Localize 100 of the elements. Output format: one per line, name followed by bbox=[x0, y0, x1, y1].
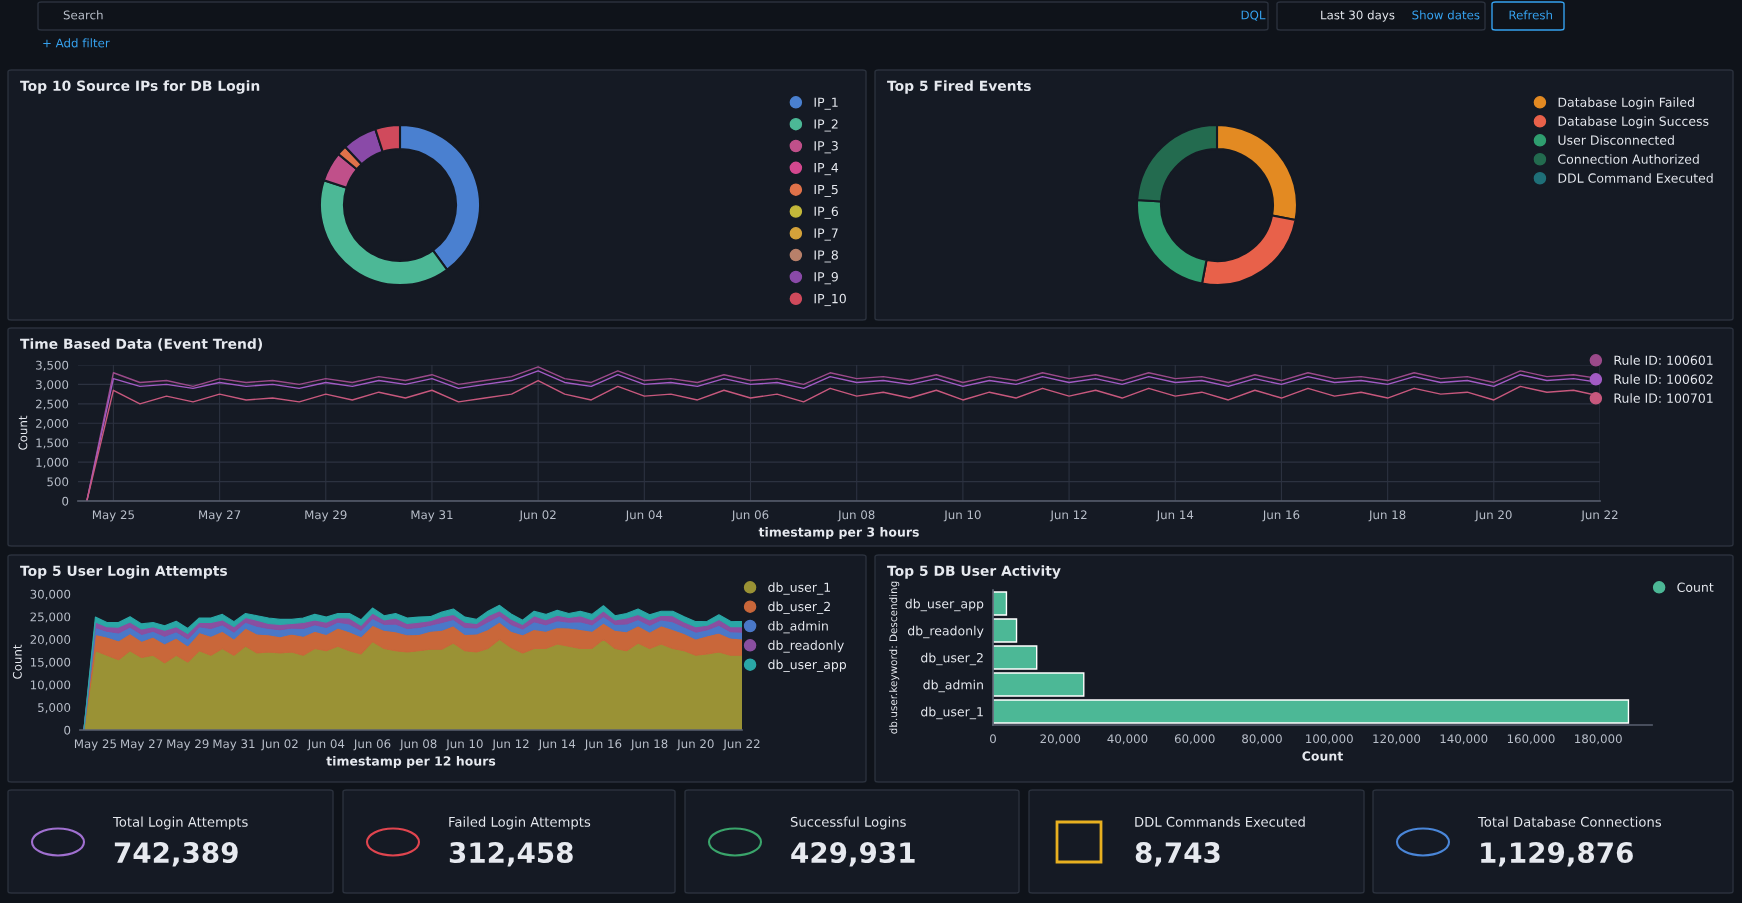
x-tick-label: Jun 02 bbox=[260, 739, 298, 751]
x-tick-label: May 25 bbox=[74, 739, 116, 751]
legend-label: IP_7 bbox=[814, 228, 838, 241]
x-axis-title: timestamp per 12 hours bbox=[326, 756, 496, 769]
x-tick-label: 120,000 bbox=[1373, 734, 1421, 745]
y-tick-label: db_user_1 bbox=[921, 706, 983, 720]
legend-label: db_user_app bbox=[768, 659, 847, 672]
x-tick-label: Jun 14 bbox=[1156, 510, 1194, 522]
y-tick-label: 0 bbox=[62, 496, 69, 506]
x-tick-label: May 29 bbox=[305, 510, 347, 522]
legend-label: Rule ID: 100701 bbox=[1614, 393, 1713, 403]
x-tick-label: 160,000 bbox=[1507, 734, 1555, 745]
x-tick-label: 20,000 bbox=[1040, 734, 1081, 745]
y-tick-label: 0 bbox=[64, 725, 71, 735]
legend-label: IP_9 bbox=[814, 272, 838, 285]
legend-label: IP_8 bbox=[814, 250, 838, 263]
y-tick-label: 10,000 bbox=[30, 680, 71, 691]
x-tick-label: Jun 18 bbox=[630, 739, 668, 751]
x-tick-label: Jun 04 bbox=[625, 510, 663, 522]
legend-label: Database Login Success bbox=[1558, 116, 1709, 129]
legend-label: db_admin bbox=[768, 620, 828, 634]
x-tick-label: May 31 bbox=[411, 510, 453, 522]
text: Successful Logins bbox=[790, 816, 906, 830]
x-axis-title: Count bbox=[1302, 751, 1343, 761]
x-tick-label: Jun 04 bbox=[307, 739, 345, 751]
series-label: Rule ID: 100602 bbox=[1614, 374, 1713, 384]
y-tick-label: db_readonly bbox=[907, 625, 984, 639]
x-tick-label: Jun 12 bbox=[491, 739, 529, 751]
x-tick-label: Jun 20 bbox=[1474, 510, 1512, 522]
text: DQL bbox=[1241, 10, 1266, 21]
y-axis-title: Count bbox=[12, 644, 22, 679]
chart-title: Top 5 User Login Attempts bbox=[20, 565, 228, 579]
x-tick-label: 0 bbox=[990, 734, 996, 744]
x-tick-label: Jun 06 bbox=[731, 510, 769, 522]
x-tick-label: May 27 bbox=[199, 510, 241, 522]
y-tick-label: 15,000 bbox=[30, 657, 71, 668]
y-tick-label: 3,500 bbox=[36, 360, 69, 371]
x-tick-label: May 25 bbox=[92, 510, 134, 522]
x-tick-label: Jun 10 bbox=[445, 739, 483, 751]
x-tick-label: Jun 10 bbox=[943, 510, 981, 522]
x-tick-label: Jun 16 bbox=[584, 739, 622, 751]
x-tick-label: 100,000 bbox=[1306, 734, 1353, 745]
x-tick-label: May 31 bbox=[213, 739, 255, 751]
x-tick-label: Jun 16 bbox=[1262, 510, 1300, 522]
x-tick-label: Jun 20 bbox=[676, 739, 714, 751]
legend-label: IP_6 bbox=[814, 206, 839, 219]
x-tick-label: Jun 22 bbox=[1580, 510, 1618, 522]
legend-label: Database Login Failed bbox=[1558, 97, 1694, 110]
x-tick-label: 140,000 bbox=[1440, 734, 1488, 745]
text: 8,743 bbox=[1135, 842, 1220, 867]
text: 1,129,876 bbox=[1481, 842, 1633, 867]
legend-label: IP_4 bbox=[814, 163, 839, 176]
bar bbox=[993, 618, 1018, 643]
y-tick-label: db_user_2 bbox=[921, 652, 983, 666]
y-tick-label: 5,000 bbox=[38, 703, 71, 714]
bar bbox=[993, 591, 1008, 616]
text: Total Database Connections bbox=[1477, 816, 1662, 827]
x-tick-label: 60,000 bbox=[1174, 734, 1215, 745]
text: 312,458 bbox=[449, 842, 573, 867]
legend-label: IP_1 bbox=[814, 97, 838, 110]
text: Refresh bbox=[1509, 10, 1552, 20]
legend-label: User Disconnected bbox=[1558, 135, 1674, 145]
y-tick-label: db_admin bbox=[923, 679, 983, 693]
y-tick-label: 3,000 bbox=[36, 380, 69, 391]
y-tick-label: 20,000 bbox=[30, 635, 71, 646]
x-tick-label: Jun 12 bbox=[1049, 510, 1087, 522]
legend-label: db_user_2 bbox=[768, 601, 830, 615]
bar bbox=[993, 672, 1085, 697]
x-tick-label: May 29 bbox=[167, 739, 209, 751]
text: Search bbox=[63, 10, 103, 20]
x-tick-label: Jun 08 bbox=[837, 510, 875, 522]
x-tick-label: Jun 22 bbox=[722, 739, 760, 751]
legend-label: IP_5 bbox=[814, 184, 838, 197]
x-tick-label: Jun 06 bbox=[353, 739, 391, 751]
x-tick-label: May 27 bbox=[121, 739, 163, 751]
text: Last 30 days bbox=[1321, 10, 1395, 22]
y-tick-label: db_user_app bbox=[905, 598, 984, 612]
text: Top 10 Source IPs for DB Login bbox=[20, 80, 260, 94]
legend-label: IP_10 bbox=[814, 293, 846, 307]
x-tick-label: 180,000 bbox=[1575, 734, 1622, 745]
y-tick-label: 2,000 bbox=[36, 419, 69, 430]
legend-label: Connection Authorized bbox=[1558, 154, 1699, 164]
text: 429,931 bbox=[791, 842, 915, 867]
x-tick-label: Jun 14 bbox=[538, 739, 576, 751]
x-tick-label: Jun 02 bbox=[518, 510, 556, 522]
y-tick-label: 1,000 bbox=[36, 457, 69, 468]
legend-label: Count bbox=[1677, 582, 1714, 592]
bar bbox=[993, 699, 1630, 724]
bar bbox=[993, 645, 1038, 670]
x-tick-label: 80,000 bbox=[1242, 734, 1282, 745]
legend-label: IP_2 bbox=[814, 119, 838, 132]
text: DDL Commands Executed bbox=[1135, 816, 1305, 827]
legend-label: Rule ID: 100601 bbox=[1614, 355, 1713, 365]
text: Show dates bbox=[1412, 10, 1480, 20]
y-tick-label: 25,000 bbox=[30, 612, 71, 623]
legend-label: db_readonly bbox=[768, 640, 844, 653]
text: + Add filter bbox=[43, 38, 110, 48]
y-tick-label: 2,500 bbox=[36, 399, 69, 410]
y-axis-title: Count bbox=[18, 415, 28, 450]
y-tick-label: 30,000 bbox=[30, 589, 71, 600]
